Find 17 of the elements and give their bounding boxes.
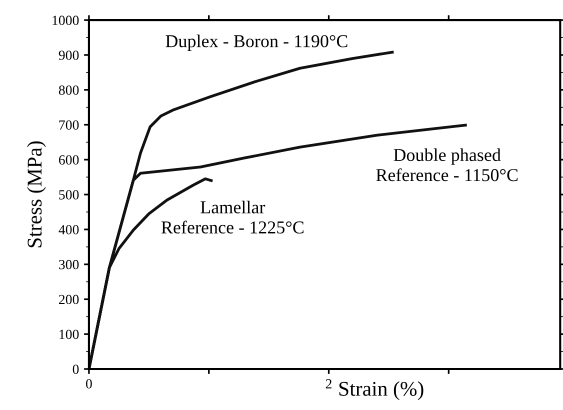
y-axis-title: Stress (MPa): [27, 141, 46, 248]
annotation: Double phased Reference - 1150°C: [376, 148, 518, 182]
y-tick-label: 600: [58, 155, 79, 165]
y-tick-label: 300: [59, 260, 79, 270]
x-tick-label: 2: [326, 379, 332, 388]
y-tick-label: 200: [59, 294, 79, 304]
y-tick-label: 800: [58, 85, 79, 95]
y-tick-label: 0: [72, 364, 79, 374]
y-tick-label: 400: [58, 225, 79, 234]
y-tick-label: 900: [58, 50, 79, 60]
annotation: Duplex - Boron - 1190°C: [166, 34, 348, 51]
y-tick-label: 500: [59, 190, 79, 200]
annotation: Lamellar Reference - 1225°C: [161, 200, 304, 234]
y-tick-label: 1000: [52, 16, 79, 26]
x-axis-title: Strain (%): [339, 381, 424, 400]
y-tick-label: 100: [60, 330, 79, 340]
y-tick-label: 700: [59, 120, 79, 130]
